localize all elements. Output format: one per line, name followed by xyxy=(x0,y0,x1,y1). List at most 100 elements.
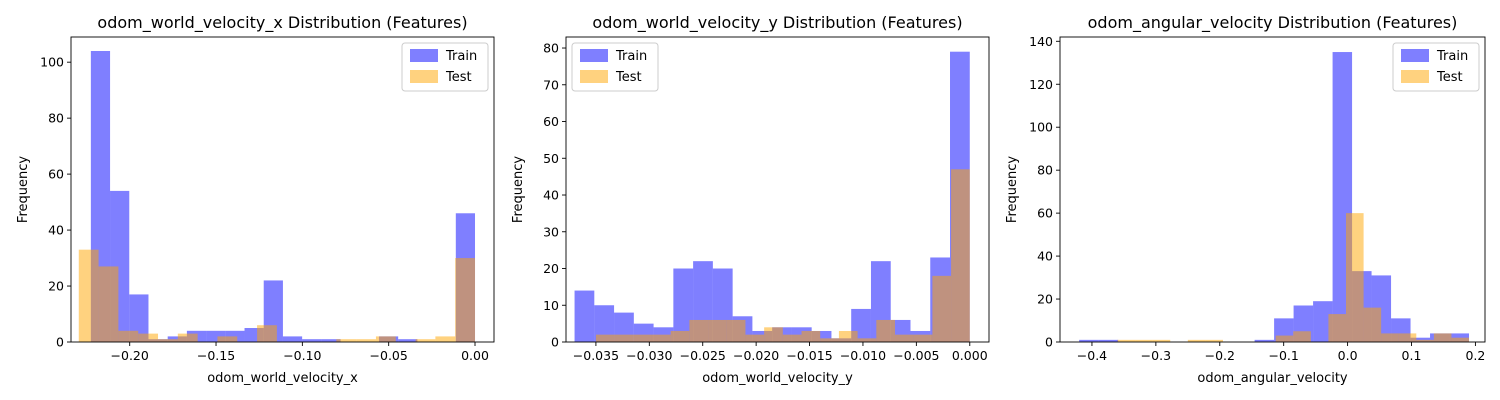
bar-test-3 xyxy=(138,333,159,342)
bar-test-7 xyxy=(217,336,238,342)
bar-test-17 xyxy=(1416,339,1434,342)
bar-train-12 xyxy=(811,330,832,342)
bar-test-5 xyxy=(177,333,198,342)
bar-test-18 xyxy=(932,275,952,342)
y-tick-label: 50 xyxy=(543,151,559,166)
x-tick-label: 0.2 xyxy=(1465,348,1485,363)
y-tick-label: 100 xyxy=(1029,120,1053,135)
legend-swatch-test xyxy=(1401,70,1429,83)
bar-test-13 xyxy=(336,339,357,342)
y-tick-label: 20 xyxy=(543,261,559,276)
bar-test-2 xyxy=(118,330,139,342)
x-tick-label: −0.005 xyxy=(893,348,939,363)
bar-test-4 xyxy=(670,330,690,342)
bar-test-18 xyxy=(435,336,456,342)
bar-train-0 xyxy=(574,290,595,342)
bar-test-3 xyxy=(651,334,671,342)
bar-test-19 xyxy=(1451,337,1470,342)
bar-train-10 xyxy=(282,336,303,342)
x-tick-label: 0.00 xyxy=(461,348,489,363)
y-tick-label: 80 xyxy=(48,111,64,126)
legend-swatch-test xyxy=(410,70,438,83)
x-tick-label: −0.025 xyxy=(680,348,726,363)
y-tick-label: 60 xyxy=(1037,206,1053,221)
legend-swatch-train xyxy=(580,49,608,62)
chart-panel-3: −0.4 −0.3 −0.2 −0.1 0.0 0.1 0.2 0 20 40 60 80 100 120… xyxy=(1005,13,1486,386)
bar-test-10 xyxy=(782,334,802,342)
bar-test-8 xyxy=(745,334,765,342)
bar-test-19 xyxy=(951,169,970,342)
bar-test-0 xyxy=(78,249,99,342)
bar-train-2 xyxy=(129,294,149,342)
bar-test-14 xyxy=(1363,307,1382,342)
y-tick-label: 0 xyxy=(1045,335,1053,350)
bar-test-16 xyxy=(1398,333,1417,342)
x-axis-label: odom_angular_velocity xyxy=(1197,371,1348,386)
chart-panel-1: −0.20 −0.15 −0.10 −0.05 0.00 0 20 40 60 80 100 odom… xyxy=(16,13,495,386)
bar-train-9 xyxy=(1254,339,1275,342)
y-tick-label: 100 xyxy=(40,55,64,70)
bar-train-16 xyxy=(398,339,418,342)
x-tick-label: −0.030 xyxy=(626,348,672,363)
legend-swatch-train xyxy=(410,49,438,62)
bar-train-0 xyxy=(1079,339,1099,342)
bar-test-12 xyxy=(1328,314,1346,342)
x-tick-label: −0.2 xyxy=(1205,348,1235,363)
bar-test-13 xyxy=(838,330,858,342)
chart-panel-2: −0.035 −0.030 −0.025 −0.020 −0.015 −0.010 −0.0… xyxy=(511,13,990,386)
bar-test-9 xyxy=(257,325,277,342)
x-tick-label: −0.1 xyxy=(1269,348,1299,363)
chart-title: odom_angular_velocity Distribution (Feat… xyxy=(1088,13,1458,33)
bar-test-0 xyxy=(595,334,615,342)
bar-test-11 xyxy=(801,330,821,342)
bar-test-2 xyxy=(1152,339,1171,342)
y-tick-label: 10 xyxy=(543,298,559,313)
bar-test-1 xyxy=(98,266,119,342)
bar-test-15 xyxy=(375,336,396,342)
y-tick-label: 120 xyxy=(1029,77,1053,92)
y-tick-label: 80 xyxy=(1037,163,1053,178)
bar-test-18 xyxy=(1433,333,1452,342)
y-tick-label: 70 xyxy=(543,77,559,92)
x-tick-label: 0.000 xyxy=(952,348,988,363)
bar-test-5 xyxy=(689,319,709,342)
bar-test-1 xyxy=(614,334,634,342)
plot-frame xyxy=(70,36,495,343)
x-tick-label: −0.05 xyxy=(370,348,408,363)
bar-test-9 xyxy=(1275,335,1294,342)
bar-train-6 xyxy=(206,330,226,342)
x-tick-label: −0.035 xyxy=(573,348,619,363)
bar-test-14 xyxy=(857,338,877,342)
bar-train-12 xyxy=(1313,301,1333,342)
legend: Train Test xyxy=(571,42,659,92)
y-tick-label: 40 xyxy=(1037,249,1053,264)
legend: Train Test xyxy=(401,42,489,92)
bar-train-12 xyxy=(321,339,341,342)
bar-test-15 xyxy=(876,319,895,342)
x-tick-label: −0.010 xyxy=(840,348,886,363)
bar-train-1 xyxy=(1098,339,1119,342)
y-tick-label: 140 xyxy=(1029,34,1053,49)
y-tick-label: 60 xyxy=(48,167,64,182)
bar-test-17 xyxy=(415,339,436,342)
y-tick-label: 0 xyxy=(56,335,64,350)
y-axis-label: Frequency xyxy=(511,156,526,223)
plot-frame xyxy=(1059,36,1486,343)
y-tick-label: 20 xyxy=(48,279,64,294)
legend-label-train: Train xyxy=(1436,49,1468,64)
bar-test-6 xyxy=(708,319,727,342)
bar-test-0 xyxy=(1117,339,1136,342)
bar-test-5 xyxy=(1205,339,1223,342)
bar-test-17 xyxy=(913,334,933,342)
chart-title: odom_world_velocity_x Distribution (Feat… xyxy=(97,13,467,33)
legend-label-train: Train xyxy=(445,49,477,64)
legend-label-test: Test xyxy=(445,70,472,85)
bar-test-4 xyxy=(1187,339,1206,342)
bar-test-15 xyxy=(1381,333,1399,342)
legend-label-train: Train xyxy=(615,49,647,64)
y-tick-label: 40 xyxy=(543,188,559,203)
y-tick-label: 40 xyxy=(48,223,64,238)
bar-train-11 xyxy=(302,339,322,342)
x-axis-label: odom_world_velocity_y xyxy=(702,371,853,386)
